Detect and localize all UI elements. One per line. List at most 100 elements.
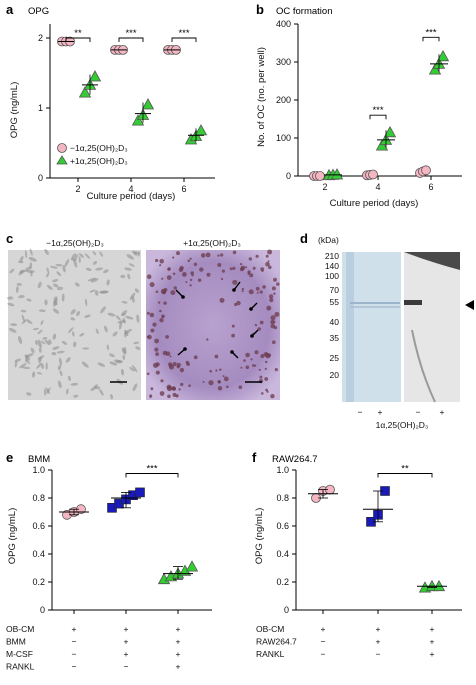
significance-b-day4-label: *** <box>372 105 383 116</box>
condition-sign: + <box>376 637 381 647</box>
stained-cell <box>146 274 152 280</box>
stained-cell <box>245 365 250 370</box>
stained-cell <box>172 272 176 276</box>
stained-cell <box>149 312 155 318</box>
panel-label-a: a <box>6 2 14 17</box>
panel-c: c −1α,25(OH)₂D₃ +1α,25(OH)₂D₃ <box>6 231 280 400</box>
stained-cell <box>222 375 225 378</box>
y-tick-label: 1 <box>38 103 43 113</box>
panel-a-ylabel: OPG (ng/mL) <box>9 82 20 139</box>
cell <box>10 323 18 327</box>
lane-sign: + <box>440 407 445 417</box>
stained-cell <box>166 275 172 280</box>
cell <box>133 341 140 345</box>
cell <box>128 263 135 267</box>
stained-cell <box>185 360 189 364</box>
cell <box>134 288 139 293</box>
data-point-minus <box>315 171 325 181</box>
condition-sign: + <box>124 649 129 659</box>
stained-cell <box>241 287 245 291</box>
y-tick-label: 0.8 <box>276 493 289 503</box>
stained-cell <box>157 301 161 304</box>
cell <box>24 354 31 361</box>
stained-cell <box>259 290 263 294</box>
stained-cell <box>161 314 165 319</box>
stained-cell <box>179 367 185 373</box>
panel-a-legend: −1α,25(OH)₂D₃ +1α,25(OH)₂D₃ <box>56 143 128 166</box>
cell <box>57 380 62 389</box>
stained-cell <box>217 380 221 383</box>
stained-cell <box>250 358 253 361</box>
stained-cell <box>191 274 194 277</box>
significance-a-bracket <box>65 37 91 42</box>
cell <box>94 386 101 390</box>
stained-cell <box>226 385 229 389</box>
stained-cell <box>217 386 223 391</box>
stained-cell <box>149 396 152 399</box>
stained-cell <box>220 253 224 257</box>
data-point-plus <box>330 168 344 180</box>
osteoclast-arrow-head <box>249 307 253 311</box>
cell <box>78 256 81 264</box>
cell <box>120 368 125 376</box>
condition-sign: + <box>124 637 129 647</box>
legend-entry-plus: +1α,25(OH)₂D₃ <box>70 156 128 166</box>
data-point-plus <box>88 70 102 82</box>
panel-f-condition-table: OB-CM + + + RAW264.7 − + + RANKL − − + <box>256 624 435 659</box>
cell <box>120 274 126 279</box>
cell <box>25 319 33 325</box>
stained-cell <box>178 388 181 391</box>
condition-sign: − <box>72 662 77 672</box>
panel-f-ylabel: OPG (ng/mL) <box>254 508 265 565</box>
stained-cell <box>269 298 274 303</box>
stained-cell <box>260 354 265 359</box>
cell <box>129 292 136 300</box>
cell <box>132 250 138 256</box>
cell <box>124 329 129 337</box>
cell <box>53 298 58 307</box>
cell <box>61 293 65 302</box>
stained-cell <box>273 320 276 323</box>
stained-cell <box>159 264 162 267</box>
cell <box>132 383 138 392</box>
stained-cell <box>167 394 171 399</box>
stained-cell <box>162 290 166 295</box>
cell <box>120 313 126 317</box>
data-point-minus <box>368 169 378 180</box>
cell <box>73 394 79 398</box>
cell <box>37 339 42 348</box>
data-point-plus <box>375 139 389 151</box>
y-tick-label: 1.0 <box>276 465 289 475</box>
cell <box>118 321 123 330</box>
cell <box>92 250 97 256</box>
stained-cell <box>229 267 233 271</box>
panel-b-xlabel: Culture period (days) <box>330 198 419 209</box>
x-tick-label: 2 <box>75 184 80 194</box>
cell <box>81 361 89 368</box>
condition-label: M-CSF <box>6 649 33 659</box>
stained-cell <box>206 338 209 341</box>
stained-cell <box>149 282 155 288</box>
condition-sign: − <box>376 649 381 659</box>
stained-cell <box>172 362 177 367</box>
stained-cell <box>255 254 259 258</box>
cell <box>7 302 15 307</box>
stained-cell <box>267 249 273 255</box>
x-tick-label: 6 <box>428 182 433 192</box>
cell <box>19 255 24 263</box>
stained-cell <box>255 286 260 291</box>
cell <box>46 272 50 278</box>
stained-cell <box>262 285 266 289</box>
stained-cell <box>264 377 269 381</box>
stained-cell <box>270 319 275 325</box>
cell <box>95 267 104 271</box>
cell <box>84 298 88 307</box>
cell <box>40 340 46 345</box>
stained-cell <box>232 266 236 270</box>
y-tick-label: 0 <box>40 605 45 615</box>
cell <box>109 361 118 366</box>
cell <box>29 248 33 256</box>
condition-sign: + <box>176 662 181 672</box>
stained-cell <box>150 387 154 391</box>
